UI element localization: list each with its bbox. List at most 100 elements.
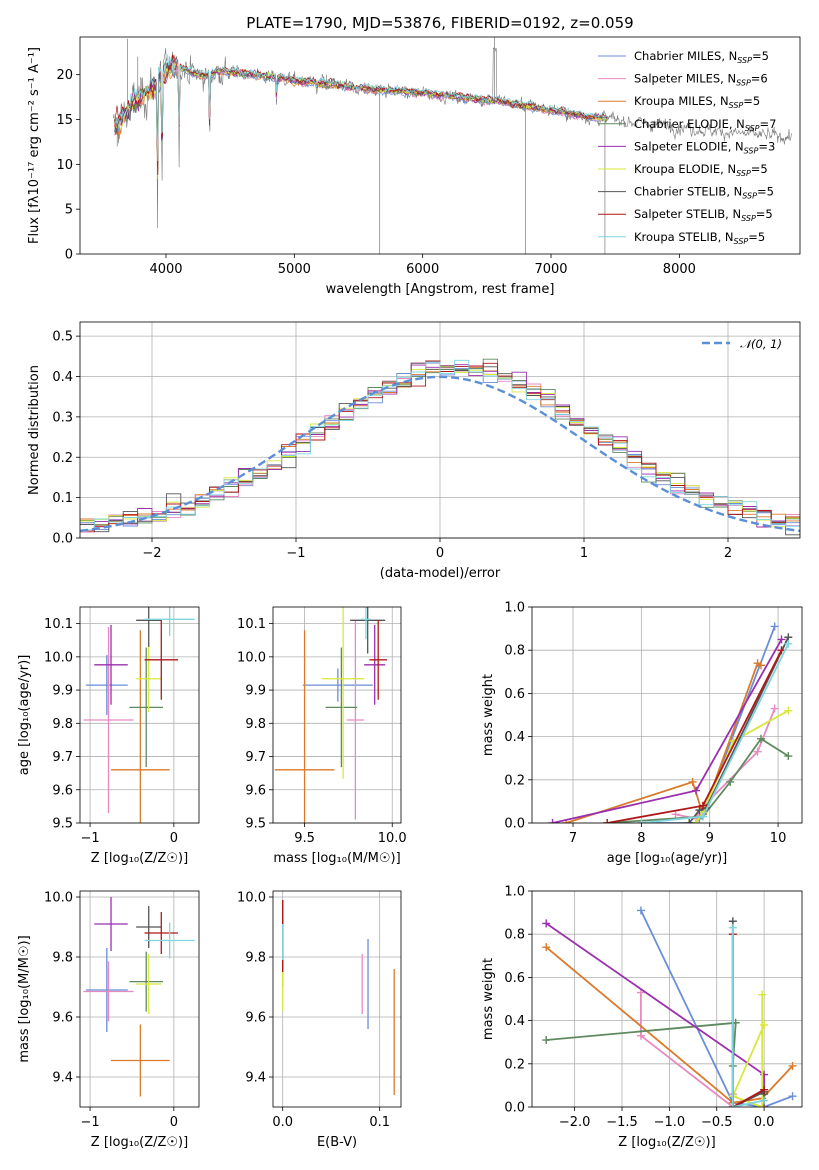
y-tick-label: 9.7 — [52, 750, 73, 765]
x-axis-label: Z [log₁₀(Z/Z☉)] — [618, 1135, 715, 1150]
y-axis-label: Flux [fλ10⁻¹⁷ erg cm⁻² s⁻¹ A⁻¹] — [27, 47, 42, 244]
histogram-8 — [80, 359, 800, 531]
y-tick-label: 0.0 — [504, 1101, 525, 1116]
axes-frame — [272, 890, 402, 1108]
weight-line-0 — [641, 626, 776, 823]
weight-line-5 — [731, 994, 765, 1107]
x-tick-label: 0 — [436, 546, 444, 561]
x-tick-label: 5000 — [278, 262, 311, 277]
weight-line-4 — [545, 922, 765, 1107]
y-tick-label: 9.8 — [245, 951, 266, 966]
y-tick-label: 20 — [56, 68, 73, 83]
y-axis-label: mass weight — [481, 958, 496, 1040]
plot-area — [83, 607, 195, 823]
panel-massweight_vs_age: 7 8 9 10 0.0 0.2 0.4 0.6 0.8 1.0 age [log₁₀(age/yr… — [481, 601, 803, 866]
weight-marker-2 — [788, 1061, 797, 1070]
y-tick-label: 0 — [65, 248, 73, 263]
weight-marker-7 — [603, 819, 612, 823]
x-axis-label: Z [log₁₀(Z/Z☉)] — [91, 851, 188, 866]
legend-series-name: Salpeter ELODIE, N — [634, 139, 744, 153]
weight-marker-5 — [692, 819, 701, 823]
x-tick-label: 10.0 — [378, 831, 407, 846]
x-tick-label: 6000 — [406, 262, 439, 277]
y-tick-label: 10.1 — [44, 617, 73, 632]
plot-area — [83, 897, 195, 1097]
x-tick-label: −1 — [286, 546, 305, 561]
x-tick-label: 8000 — [663, 262, 696, 277]
legend-label-4: Salpeter ELODIE, NSSP=3 — [634, 139, 775, 155]
weight-marker-7 — [760, 1085, 769, 1094]
axes-frame — [531, 606, 803, 824]
x-axis-label: wavelength [Angstrom, rest frame] — [326, 282, 555, 297]
legend-nssp-value: =5 — [752, 49, 769, 63]
y-tick-label: 10.1 — [237, 617, 266, 632]
panel-age_vs_Z: −1 0 9.5 9.6 9.7 9.8 9.9 10.0 10.1 Z [log₁₀(Z/Z☉)… — [17, 606, 200, 866]
x-tick-label: −0.5 — [701, 1115, 733, 1130]
weight-marker-4 — [548, 819, 557, 823]
weight-line-6 — [731, 921, 765, 1107]
x-tick-label: 8 — [637, 831, 645, 846]
legend-label-6: Chabrier STELIB, NSSP=5 — [634, 185, 774, 201]
legend-nssp-value: =7 — [760, 117, 777, 131]
legend-label-normal: 𝒩(0, 1) — [740, 337, 782, 351]
legend-label-7: Salpeter STELIB, NSSP=5 — [634, 207, 773, 223]
legend-nssp-value: =3 — [758, 139, 775, 153]
weight-marker-0 — [770, 622, 779, 631]
plot-area — [274, 607, 387, 823]
legend-subscript: SSP — [736, 169, 751, 178]
weight-marker-7 — [698, 801, 707, 810]
weight-marker-6 — [695, 806, 704, 815]
plot-area — [282, 900, 395, 1095]
y-tick-label: 0.3 — [52, 410, 73, 425]
legend-series-name: Kroupa STELIB, N — [634, 230, 734, 244]
legend-subscript: SSP — [741, 214, 756, 223]
plot-area — [542, 906, 797, 1107]
axes-frame — [531, 890, 803, 1108]
y-tick-label: 5 — [65, 203, 73, 218]
weight-marker-4 — [542, 919, 551, 928]
y-tick-label: 9.8 — [245, 717, 266, 732]
y-axis-label: Normed distribution — [27, 365, 42, 495]
y-tick-label: 9.7 — [245, 750, 266, 765]
y-tick-label: 9.6 — [52, 783, 73, 798]
normal-reference-curve — [80, 375, 800, 533]
weight-marker-8 — [728, 1103, 737, 1107]
y-tick-label: 10.0 — [44, 891, 73, 906]
y-tick-label: 9.4 — [245, 1071, 266, 1086]
x-tick-label: 1 — [580, 546, 588, 561]
weight-marker-8 — [760, 1096, 769, 1105]
weight-marker-3 — [542, 1036, 551, 1045]
weight-marker-6 — [685, 819, 694, 823]
weight-marker-2 — [756, 661, 765, 670]
y-tick-label: 1.0 — [504, 601, 525, 616]
y-tick-label: 10.0 — [237, 891, 266, 906]
model-spectrum-4 — [114, 58, 608, 166]
weight-marker-0 — [788, 1092, 797, 1101]
y-axis-label: mass weight — [481, 674, 496, 756]
weight-marker-0 — [636, 906, 645, 915]
y-axis-label: age [log₁₀(age/yr)] — [17, 655, 32, 776]
x-axis-label: (data-model)/error — [380, 566, 501, 581]
legend-label-5: Kroupa ELODIE, NSSP=5 — [634, 162, 768, 178]
legend-subscript: SSP — [729, 101, 744, 110]
x-axis-label: age [log₁₀(age/yr)] — [607, 851, 728, 866]
weight-marker-8 — [698, 812, 707, 821]
y-tick-label: 10.0 — [237, 650, 266, 665]
legend-nssp-value: =6 — [751, 72, 768, 86]
x-axis-label: mass [log₁₀(M/M☉)] — [273, 851, 400, 866]
x-tick-label: −2.0 — [559, 1115, 591, 1130]
y-tick-label: 0.1 — [52, 491, 73, 506]
axes-frame — [272, 606, 402, 824]
legend-subscript: SSP — [744, 146, 759, 155]
x-tick-label: 7 — [569, 831, 577, 846]
y-tick-label: 0.2 — [504, 773, 525, 788]
y-tick-label: 9.8 — [52, 951, 73, 966]
x-axis-label: Z [log₁₀(Z/Z☉)] — [91, 1135, 188, 1150]
legend-label-0: Chabrier MILES, NSSP=5 — [634, 49, 769, 65]
weight-marker-8 — [784, 639, 793, 648]
x-tick-label: −1 — [80, 831, 99, 846]
plot-area — [548, 622, 793, 823]
model-spectrum-8 — [114, 53, 608, 162]
y-tick-label: 9.5 — [52, 817, 73, 832]
